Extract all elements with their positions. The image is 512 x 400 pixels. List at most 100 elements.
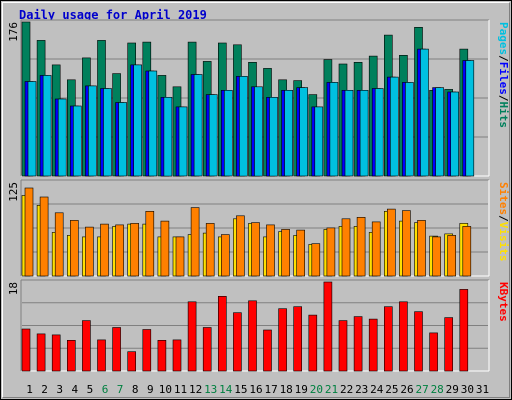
legend-entry-visits: Visits: [497, 222, 510, 262]
bar-pages-day-19: [299, 87, 309, 177]
x-tick-label: 14: [219, 383, 233, 396]
x-tick-label: 26: [400, 383, 413, 396]
bar-kbytes-day-18: [278, 308, 287, 372]
bar-kbytes-day-16: [248, 300, 257, 372]
x-tick-label: 30: [461, 383, 474, 396]
bar-kbytes-day-14: [218, 295, 227, 372]
bar-pages-day-8: [133, 64, 142, 177]
bar-kbytes-day-6: [97, 339, 106, 372]
x-tick-label: 22: [340, 383, 353, 396]
bar-kbytes-day-17: [263, 329, 272, 372]
bar-pages-day-15: [239, 76, 248, 177]
bar-sites-day-9: [145, 211, 155, 277]
x-tick-label: 28: [431, 383, 444, 396]
bar-kbytes-day-19: [293, 306, 303, 372]
bar-pages-day-3: [57, 98, 67, 177]
bar-sites-day-29: [447, 235, 457, 277]
y-axis-max-label: 176: [7, 22, 20, 42]
legend-separator: /: [497, 215, 510, 222]
bar-sites-day-13: [205, 223, 215, 277]
bar-pages-day-16: [254, 86, 263, 177]
bar-pages-day-2: [42, 75, 52, 177]
bar-sites-day-7: [115, 224, 124, 277]
legend-entry-hits: Hits: [497, 102, 510, 129]
x-tick-label: 15: [234, 383, 247, 396]
bar-pages-day-26: [405, 82, 414, 177]
bar-sites-day-23: [356, 217, 366, 277]
x-tick-label: 9: [147, 383, 154, 396]
x-tick-label: 5: [87, 383, 94, 396]
bar-sites-day-10: [160, 220, 170, 277]
x-tick-label: 21: [325, 383, 338, 396]
bar-pages-day-6: [103, 88, 112, 177]
bar-sites-day-4: [70, 220, 79, 277]
bar-pages-day-24: [374, 88, 384, 177]
bar-sites-day-27: [417, 220, 426, 277]
bar-kbytes-day-24: [368, 318, 378, 372]
bar-sites-day-12: [190, 207, 200, 277]
x-tick-label: 6: [102, 383, 109, 396]
x-tick-label: 10: [159, 383, 172, 396]
panel-kbytes: 18 KBytes: [7, 279, 510, 372]
bar-kbytes-day-4: [67, 339, 76, 372]
bar-pages-day-25: [389, 76, 399, 177]
bar-sites-day-30: [462, 226, 472, 277]
bar-kbytes-day-8: [127, 351, 136, 372]
bar-sites-day-5: [85, 226, 94, 277]
bar-pages-day-21: [329, 82, 339, 177]
bar-sites-day-16: [251, 222, 260, 277]
bar-pages-day-4: [73, 105, 82, 177]
bar-pages-day-30: [465, 60, 475, 177]
bar-sites-day-18: [281, 229, 290, 277]
legend: KBytes: [497, 282, 510, 322]
bar-kbytes-day-25: [383, 306, 393, 372]
bar-sites-day-28: [432, 236, 441, 277]
x-axis: 1 2 3 4 5 6 7 8 9 10 11 12 13 14 15 16 17 18 19 20 21 22 23 24 2…: [26, 383, 489, 396]
bar-pages-day-7: [118, 102, 127, 177]
y-axis-max-label: 18: [7, 282, 20, 295]
x-tick-label: 27: [415, 383, 428, 396]
bar-kbytes-day-12: [187, 301, 197, 372]
legend-separator: /: [497, 55, 510, 62]
x-tick-label: 4: [71, 383, 78, 396]
x-tick-label: 7: [117, 383, 124, 396]
bar-sites-day-11: [175, 236, 185, 277]
bar-sites-day-1: [24, 187, 34, 277]
legend-entry-sites: Sites: [497, 182, 510, 215]
bar-sites-day-22: [341, 218, 351, 277]
bar-kbytes-day-28: [429, 332, 438, 372]
x-tick-label: 13: [204, 383, 217, 396]
bar-pages-day-28: [435, 87, 444, 177]
bar-kbytes-day-20: [308, 314, 318, 372]
bar-kbytes-day-10: [157, 339, 167, 372]
bar-pages-day-18: [284, 90, 293, 177]
bar-sites-day-6: [100, 223, 109, 277]
bar-sites-day-14: [221, 234, 230, 277]
bar-pages-day-20: [314, 106, 324, 177]
bar-kbytes-day-2: [36, 333, 46, 372]
x-tick-label: 11: [174, 383, 187, 396]
bar-sites-day-25: [386, 208, 396, 277]
legend-entry-files: Files: [497, 62, 510, 95]
bar-sites-day-20: [311, 243, 321, 277]
bar-pages-day-10: [163, 97, 173, 177]
bar-kbytes-day-23: [353, 316, 363, 372]
x-tick-label: 24: [370, 383, 384, 396]
bar-kbytes-day-21: [323, 281, 333, 372]
x-tick-label: 29: [446, 383, 459, 396]
bar-pages-day-9: [148, 70, 158, 177]
x-tick-label: 16: [249, 383, 262, 396]
chart-title: Daily usage for April 2019: [19, 8, 207, 22]
bar-sites-day-8: [130, 223, 139, 277]
bar-pages-day-17: [269, 97, 278, 177]
bar-kbytes-day-5: [82, 320, 91, 372]
bar-pages-day-5: [88, 85, 97, 177]
x-tick-label: 17: [264, 383, 277, 396]
x-tick-label: 20: [310, 383, 323, 396]
bar-pages-day-29: [450, 91, 460, 177]
bar-kbytes-day-15: [233, 312, 242, 372]
bar-sites-day-24: [371, 221, 381, 277]
bar-kbytes-day-1: [21, 328, 31, 372]
